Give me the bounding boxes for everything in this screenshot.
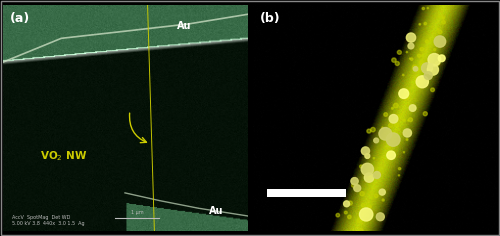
Circle shape xyxy=(403,119,406,121)
Circle shape xyxy=(430,88,434,92)
Circle shape xyxy=(374,138,378,143)
Circle shape xyxy=(399,89,408,98)
Circle shape xyxy=(410,58,413,60)
Circle shape xyxy=(362,147,370,155)
Circle shape xyxy=(379,189,386,195)
Text: (b): (b) xyxy=(260,13,281,25)
Circle shape xyxy=(442,17,444,19)
Circle shape xyxy=(398,115,400,117)
Circle shape xyxy=(382,127,383,128)
Circle shape xyxy=(428,54,440,66)
Text: 1 μm: 1 μm xyxy=(132,210,144,215)
Circle shape xyxy=(394,103,398,108)
Circle shape xyxy=(348,201,352,205)
Circle shape xyxy=(422,7,424,10)
Circle shape xyxy=(354,185,360,192)
Circle shape xyxy=(360,208,373,221)
Text: AccV  SpotMag  Det WD: AccV SpotMag Det WD xyxy=(12,215,70,220)
Circle shape xyxy=(416,76,428,88)
Circle shape xyxy=(392,58,396,62)
Circle shape xyxy=(344,211,348,214)
Circle shape xyxy=(406,139,408,140)
Text: (a): (a) xyxy=(10,13,30,25)
Circle shape xyxy=(426,40,428,43)
Text: 5.00 kV 3.8  440x  3.0 1.5  Ag: 5.00 kV 3.8 440x 3.0 1.5 Ag xyxy=(12,221,85,226)
Circle shape xyxy=(408,120,409,121)
Circle shape xyxy=(368,174,370,176)
Circle shape xyxy=(408,118,412,122)
Circle shape xyxy=(387,151,396,159)
Circle shape xyxy=(365,154,370,158)
Circle shape xyxy=(407,97,408,99)
Circle shape xyxy=(442,21,445,24)
Circle shape xyxy=(351,177,358,185)
Circle shape xyxy=(428,64,432,68)
Circle shape xyxy=(389,114,398,123)
Circle shape xyxy=(418,54,421,57)
Circle shape xyxy=(360,165,362,168)
Circle shape xyxy=(438,30,442,34)
Circle shape xyxy=(424,22,426,25)
Text: Au: Au xyxy=(209,206,224,216)
Circle shape xyxy=(398,50,402,54)
Circle shape xyxy=(352,183,356,187)
Bar xyxy=(267,189,345,197)
Circle shape xyxy=(398,175,400,176)
Circle shape xyxy=(386,133,400,146)
Circle shape xyxy=(409,105,416,111)
Circle shape xyxy=(403,129,411,137)
Circle shape xyxy=(398,168,401,170)
Circle shape xyxy=(427,8,428,9)
Circle shape xyxy=(422,63,432,73)
Circle shape xyxy=(424,72,432,80)
Circle shape xyxy=(382,199,384,201)
Circle shape xyxy=(423,112,428,116)
Circle shape xyxy=(360,192,364,196)
Circle shape xyxy=(404,89,408,92)
Circle shape xyxy=(420,47,424,51)
Circle shape xyxy=(419,24,420,25)
Circle shape xyxy=(436,61,440,65)
Circle shape xyxy=(406,51,407,53)
Circle shape xyxy=(408,43,414,49)
Text: VO$_2$ NW: VO$_2$ NW xyxy=(40,149,87,163)
Circle shape xyxy=(367,205,371,209)
Circle shape xyxy=(344,201,349,207)
Circle shape xyxy=(414,67,418,71)
Circle shape xyxy=(402,74,404,76)
Circle shape xyxy=(384,113,388,116)
Circle shape xyxy=(374,172,380,178)
Circle shape xyxy=(412,65,417,69)
Circle shape xyxy=(367,129,371,133)
Circle shape xyxy=(362,203,365,207)
Circle shape xyxy=(394,123,398,127)
Circle shape xyxy=(434,49,436,51)
Circle shape xyxy=(420,60,424,64)
Circle shape xyxy=(361,163,374,175)
Circle shape xyxy=(438,55,445,62)
Circle shape xyxy=(437,28,439,30)
Circle shape xyxy=(370,127,375,132)
Circle shape xyxy=(401,114,402,115)
Circle shape xyxy=(364,173,374,182)
Circle shape xyxy=(434,36,446,47)
Circle shape xyxy=(336,213,340,217)
Circle shape xyxy=(358,228,363,233)
Circle shape xyxy=(392,107,394,109)
Circle shape xyxy=(428,64,438,75)
Circle shape xyxy=(376,213,384,221)
Circle shape xyxy=(395,61,400,65)
Circle shape xyxy=(374,194,378,198)
Circle shape xyxy=(388,123,392,127)
Circle shape xyxy=(406,33,416,42)
Circle shape xyxy=(422,54,424,56)
Text: Au: Au xyxy=(176,21,191,31)
Circle shape xyxy=(360,211,364,215)
Circle shape xyxy=(357,219,361,223)
Circle shape xyxy=(348,215,351,219)
Circle shape xyxy=(379,127,392,140)
